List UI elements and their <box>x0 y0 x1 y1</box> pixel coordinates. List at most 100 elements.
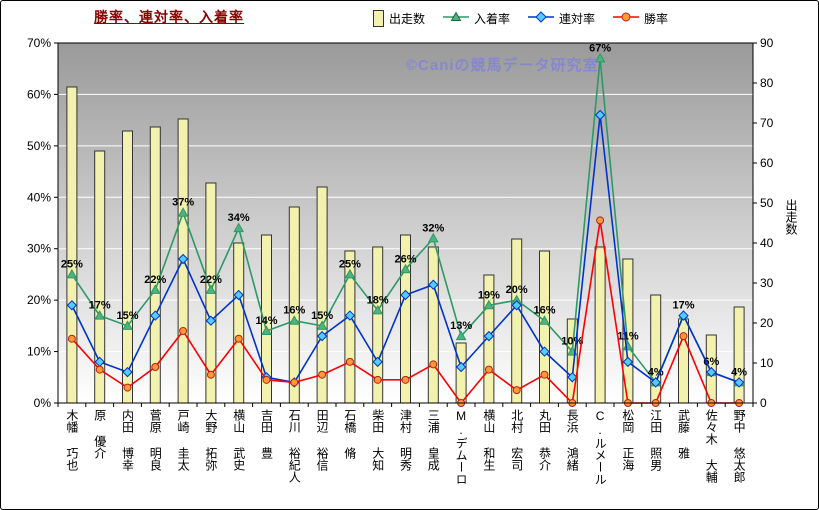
right-axis-tick: 40 <box>760 236 774 250</box>
bar <box>122 130 133 404</box>
data-label: 15% <box>116 310 138 322</box>
diamond-marker-icon <box>594 109 606 121</box>
data-label: 26% <box>394 253 416 265</box>
bar <box>594 246 606 404</box>
data-label: 22% <box>200 274 222 286</box>
data-label: 67% <box>589 42 611 54</box>
diamond-marker-icon <box>622 356 634 368</box>
right-axis-tick: 60 <box>760 156 774 170</box>
data-label: 14% <box>255 315 277 327</box>
circle-marker-icon <box>206 370 215 379</box>
bar <box>66 86 78 404</box>
left-axis-tick: 10% <box>27 345 51 359</box>
diamond-marker-icon <box>528 11 555 26</box>
circle-marker-icon <box>290 378 299 387</box>
bar <box>455 342 467 404</box>
diamond-marker-icon <box>483 330 495 342</box>
circle-marker-icon <box>596 216 605 225</box>
diamond-marker-icon <box>177 253 189 265</box>
data-label: 10% <box>561 336 583 348</box>
triangle-marker-icon <box>233 222 245 233</box>
right-axis-tick: 0 <box>760 396 767 410</box>
right-axis-tick: 50 <box>760 196 774 210</box>
line-series-diamond <box>66 109 745 388</box>
data-label: 4% <box>648 366 664 378</box>
triangle-marker-icon <box>427 232 439 243</box>
right-axis-tick: 90 <box>760 36 774 50</box>
right-axis-tick: 10 <box>760 356 774 370</box>
circle-marker-icon <box>512 386 521 395</box>
bar <box>316 186 328 404</box>
triangle-marker-icon <box>261 325 272 335</box>
diamond-marker-icon <box>511 300 522 311</box>
triangle-marker-icon <box>316 320 328 330</box>
right-axis-tick: 20 <box>760 316 774 330</box>
circle-marker-icon <box>345 357 354 366</box>
watermark: ©Caniの競馬データ研究室 <box>406 57 599 74</box>
right-axis-title: 出走数 <box>784 199 798 235</box>
left-axis-tick: 50% <box>27 139 51 153</box>
data-label: 37% <box>172 197 194 209</box>
diamond-marker-icon <box>233 289 244 301</box>
legend-item-starts: 出走数 <box>373 10 425 27</box>
bar <box>233 242 245 404</box>
diamond-marker-icon <box>205 315 217 326</box>
triangle-marker-icon <box>483 299 495 310</box>
legend-item-quinella-rate: 連対率 <box>528 10 595 27</box>
diamond-marker-icon <box>428 279 439 290</box>
bar <box>733 306 745 404</box>
data-label: 25% <box>61 258 83 270</box>
circle-marker-icon <box>123 383 132 392</box>
diamond-marker-icon <box>316 330 328 342</box>
triangle-marker-icon <box>66 268 78 279</box>
triangle-marker-icon <box>288 315 300 325</box>
left-axis-tick: 0% <box>34 396 52 410</box>
legend-label: 出走数 <box>389 12 426 26</box>
diamond-marker-icon <box>733 377 745 388</box>
circle-marker-icon <box>67 334 76 343</box>
data-label: 16% <box>533 305 555 317</box>
bar-swatch-icon <box>373 10 384 27</box>
legend-item-win-rate: 勝率 <box>613 10 668 27</box>
bar <box>566 318 578 404</box>
left-axis-tick: 30% <box>27 242 51 256</box>
triangle-marker-icon <box>177 207 189 217</box>
triangle-marker-icon <box>594 52 606 63</box>
diamond-marker-icon <box>344 310 356 321</box>
legend: 出走数 入着率 連対率 勝率 <box>373 10 668 27</box>
right-axis-tick: 80 <box>760 76 774 90</box>
triangle-marker-icon <box>149 284 161 294</box>
data-label: 16% <box>283 305 305 317</box>
diamond-marker-icon <box>650 377 661 388</box>
circle-marker-icon <box>318 370 327 379</box>
circle-marker-icon <box>151 363 160 371</box>
circle-marker-icon <box>234 334 243 343</box>
data-label: 4% <box>731 366 747 378</box>
diamond-marker-icon <box>678 310 689 321</box>
diamond-marker-icon <box>706 366 717 378</box>
legend-item-placing-rate: 入着率 <box>443 10 510 27</box>
legend-label: 入着率 <box>474 12 511 26</box>
triangle-marker-icon <box>122 320 133 330</box>
circle-marker-icon <box>95 365 104 374</box>
right-axis-tick: 30 <box>760 276 774 290</box>
triangle-marker-icon <box>400 263 411 274</box>
diamond-marker-icon <box>567 372 578 383</box>
triangle-marker-icon <box>539 315 550 325</box>
data-label: 13% <box>450 320 472 332</box>
triangle-marker-icon <box>344 268 356 279</box>
data-label: 19% <box>478 289 500 301</box>
diamond-marker-icon <box>66 300 78 311</box>
circle-marker-icon <box>484 365 493 374</box>
triangle-marker-icon <box>94 310 106 320</box>
triangle-marker-icon <box>205 284 217 294</box>
data-label: 17% <box>672 300 694 312</box>
circle-marker-icon <box>679 332 688 341</box>
circle-marker-icon <box>540 370 549 379</box>
data-label: 20% <box>506 284 528 296</box>
data-label: 34% <box>228 212 250 224</box>
circle-marker-icon <box>179 327 188 335</box>
circle-marker-icon <box>613 11 640 26</box>
left-axis-tick: 20% <box>27 293 51 307</box>
